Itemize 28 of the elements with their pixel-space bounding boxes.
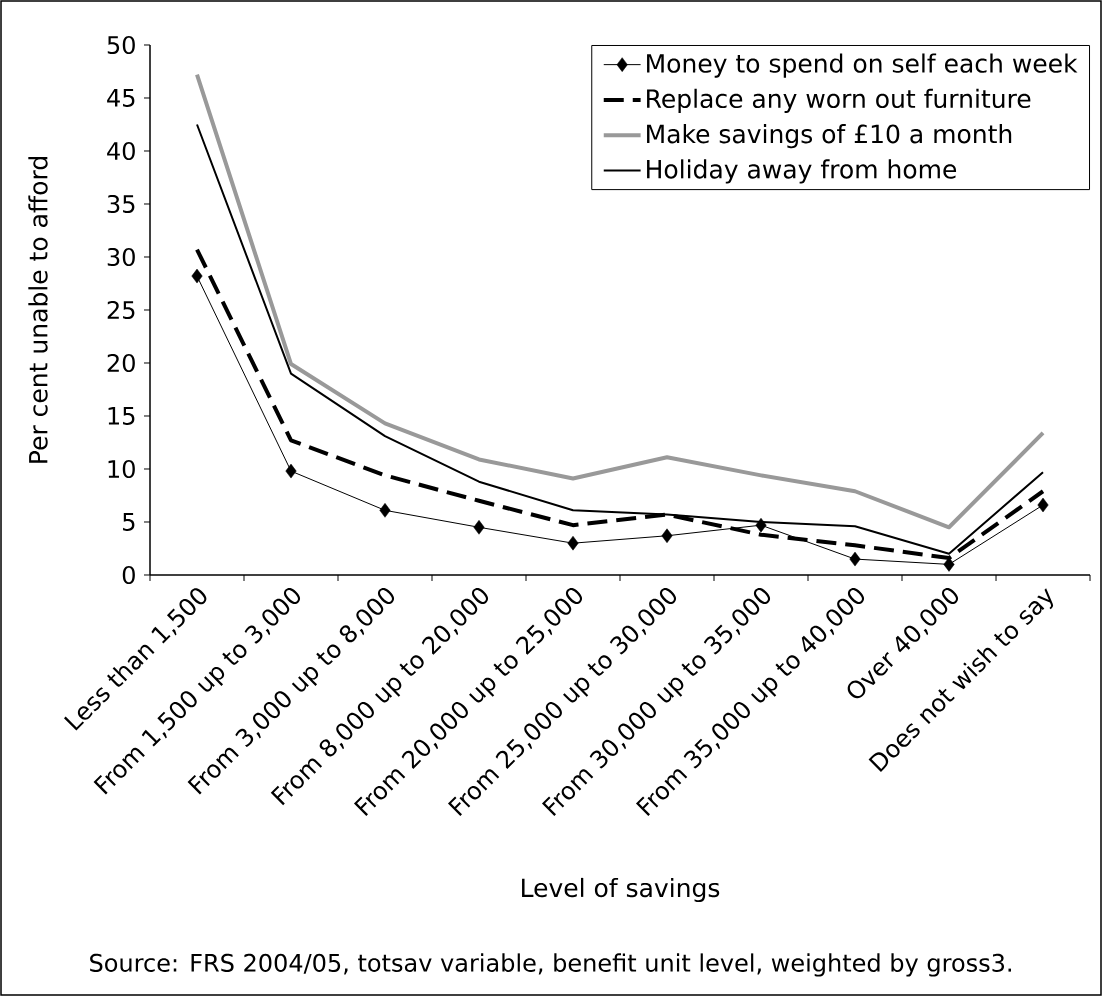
point bbox=[943, 557, 955, 572]
x-axis-title: Level of savings bbox=[522, 877, 720, 903]
point bbox=[285, 463, 297, 479]
legend-label: Holiday away from home bbox=[647, 159, 957, 184]
y-tick-label: 10 bbox=[108, 459, 135, 479]
y-tick-label: 45 bbox=[107, 89, 135, 107]
y-tick-label: 35 bbox=[107, 194, 135, 214]
source-note: Source: FRS 2004/05, totsav variable, benefit unit level, weighted by gross3. bbox=[90, 953, 1011, 977]
legend-label: Replace any worn out furniture bbox=[647, 88, 1031, 113]
y-tick-label: 5 bbox=[123, 513, 135, 531]
y-axis-title: Per cent unable to afford bbox=[28, 157, 48, 463]
point bbox=[849, 551, 861, 567]
point bbox=[379, 503, 391, 518]
point bbox=[191, 268, 203, 284]
y-tick-label: 50 bbox=[107, 35, 135, 55]
y-tick-label: 30 bbox=[107, 247, 135, 267]
point bbox=[473, 520, 485, 535]
y-tick-label: 40 bbox=[107, 141, 135, 161]
point bbox=[661, 528, 673, 544]
y-tick-label: 15 bbox=[108, 407, 135, 425]
y-tick-label: 25 bbox=[107, 300, 135, 320]
y-tick-label: 20 bbox=[107, 353, 135, 373]
legend-label: Money to spend on self each week bbox=[647, 53, 1078, 78]
point bbox=[755, 517, 767, 533]
point bbox=[1037, 497, 1049, 513]
point bbox=[567, 535, 579, 551]
y-tick-label: 0 bbox=[122, 565, 135, 585]
legend-label: Make savings of £10 a month bbox=[647, 124, 1012, 149]
